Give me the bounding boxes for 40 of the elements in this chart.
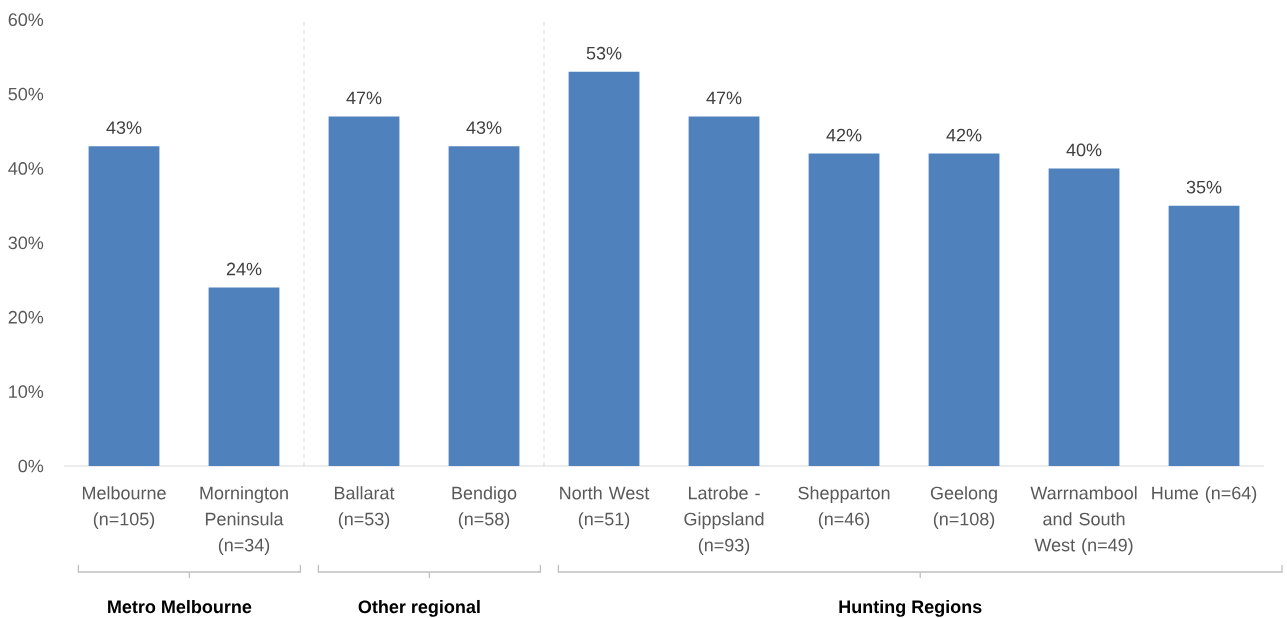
y-tick-label: 0%: [18, 459, 44, 473]
y-tick-label: 10%: [9, 385, 44, 398]
text: Hunting Regions: [839, 599, 982, 617]
data-label: 53%: [586, 46, 622, 60]
y-tick-label: 50%: [8, 87, 44, 101]
data-label: 43%: [466, 121, 502, 134]
x-tick-label: Warrnambool and South West (n=49): [1030, 486, 1137, 555]
bar: [928, 153, 1000, 466]
x-tick-label: Hume (n=64): [1152, 486, 1257, 503]
bar: [568, 71, 640, 466]
x-tick-label: Melbourne (n=105): [82, 486, 166, 529]
bar: [328, 116, 400, 466]
data-label: 43%: [106, 121, 142, 134]
x-tick-label: Geelong (n=108): [930, 486, 997, 529]
data-label: 47%: [706, 91, 742, 105]
data-label: 42%: [946, 128, 982, 142]
x-tick-label: Ballarat (n=53): [334, 486, 395, 529]
text: Other regional: [358, 599, 480, 617]
bar: [448, 146, 520, 466]
data-label: 35%: [1186, 180, 1222, 194]
x-tick-label: Bendigo (n=58): [452, 486, 517, 529]
y-tick-label: 40%: [8, 162, 44, 175]
text: Metro Melbourne: [108, 599, 252, 614]
data-label: 47%: [346, 91, 382, 105]
bar: [88, 146, 160, 466]
x-tick-label: Mornington Peninsula (n=34): [200, 486, 288, 555]
bar: [1048, 168, 1120, 466]
y-tick-label: 20%: [8, 310, 44, 324]
bar: [208, 287, 280, 466]
y-tick-label: 60%: [8, 13, 44, 27]
x-tick-label: Latrobe - Gippsland (n=93): [684, 486, 764, 555]
data-label: 42%: [826, 128, 862, 142]
x-tick-label: North West (n=51): [560, 486, 650, 529]
bar: [1168, 205, 1240, 466]
data-label: 40%: [1066, 143, 1102, 157]
data-label: 24%: [226, 262, 262, 276]
bar: [688, 116, 760, 466]
bar: [808, 153, 880, 466]
x-tick-label: Shepparton (n=46): [798, 486, 890, 529]
y-tick-label: 30%: [8, 236, 44, 250]
